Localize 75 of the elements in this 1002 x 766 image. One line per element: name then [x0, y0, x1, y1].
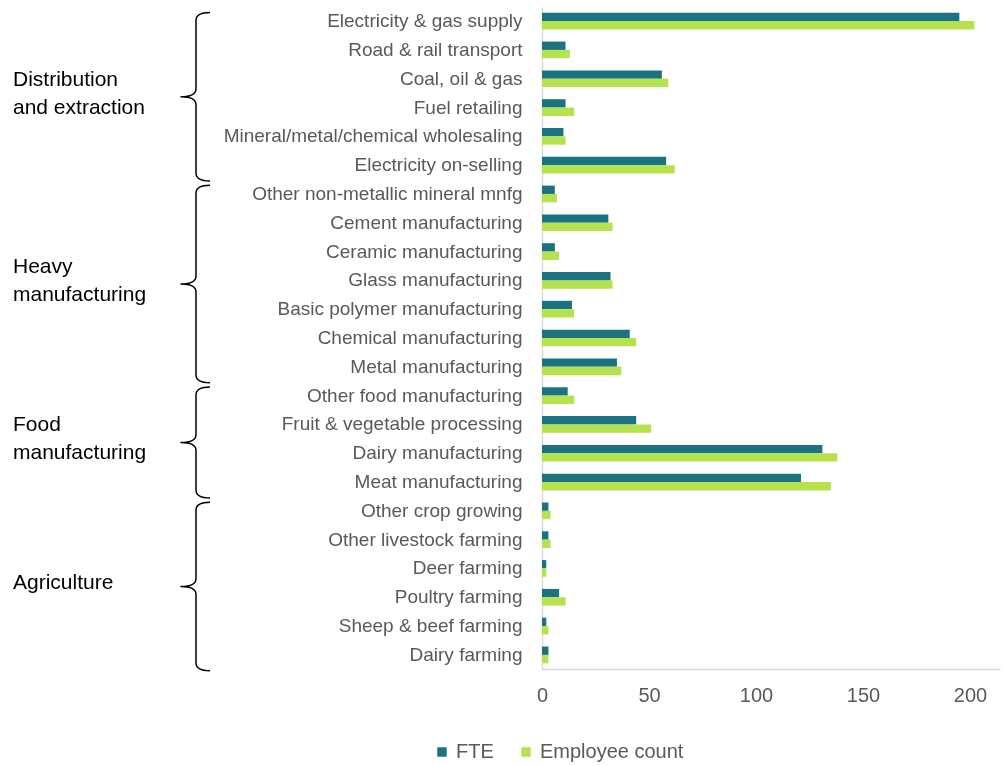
bar	[542, 12, 960, 22]
y-tick-label: Sheep & beef farming	[338, 615, 523, 637]
y-tick-label: Electricity & gas supply	[327, 10, 523, 32]
bar	[542, 568, 547, 577]
y-tick-label: Ceramic manufacturing	[326, 240, 523, 262]
x-tick-label: 50	[638, 683, 661, 706]
bar	[542, 539, 551, 549]
y-tick-label: Fuel retailing	[413, 96, 523, 118]
bar	[542, 309, 575, 318]
bar	[542, 395, 575, 404]
y-tick-label: Cement manufacturing	[330, 211, 523, 233]
x-tick-label: 0	[536, 683, 549, 706]
bar	[542, 49, 570, 59]
bar	[542, 424, 652, 433]
text: Heavy manufacturing	[13, 253, 147, 305]
bar	[542, 300, 572, 310]
bar	[542, 502, 549, 511]
y-tick-label: Chemical manufacturing	[317, 327, 523, 348]
y-tick-label: Other livestock farming	[328, 528, 523, 550]
bar	[542, 597, 566, 606]
bar	[542, 387, 568, 396]
y-tick-label: Dairy manufacturing	[352, 442, 523, 464]
bar	[542, 107, 575, 116]
bar	[542, 156, 667, 166]
text: Distribution and extraction	[13, 66, 145, 118]
bar	[542, 482, 831, 491]
bar	[542, 473, 801, 483]
bar	[542, 280, 613, 289]
y-tick-label: Fruit & vegetable processing	[281, 413, 523, 435]
text: Agriculture	[13, 570, 114, 594]
bar	[542, 185, 555, 194]
y-tick-label: Mineral/metal/chemical wholesaling	[223, 125, 523, 147]
y-tick-label: Meat manufacturing	[354, 471, 523, 493]
y-tick-label: Basic polymer manufacturing	[277, 298, 523, 320]
y-tick-label: Other non-metallic mineral mnfg	[252, 182, 523, 204]
y-tick-label: Other crop growing	[360, 499, 523, 521]
y-tick-label: Poultry farming	[394, 586, 523, 608]
bar	[542, 193, 557, 203]
bar	[542, 99, 566, 108]
bar	[542, 214, 609, 223]
bar	[542, 358, 617, 367]
x-tick-label: 150	[846, 683, 881, 706]
bar	[542, 416, 637, 425]
legend-label: Employee count	[540, 740, 684, 762]
y-tick-label: Metal manufacturing	[350, 355, 523, 377]
text: Food manufacturing	[13, 412, 147, 464]
bar	[542, 510, 551, 520]
bar	[542, 78, 669, 88]
bar	[542, 165, 675, 174]
y-tick-label: Dairy farming	[409, 643, 523, 665]
y-tick-label: Other food manufacturing	[307, 384, 523, 406]
bar	[542, 366, 622, 376]
bar	[542, 329, 630, 338]
y-tick-label: Electricity on-selling	[354, 154, 523, 176]
bar	[542, 338, 637, 347]
x-tick-label: 100	[739, 683, 774, 706]
bar	[542, 127, 564, 137]
bar	[542, 222, 613, 232]
y-tick-label: Glass manufacturing	[348, 269, 523, 291]
y-tick-label: Coal, oil & gas	[399, 67, 523, 89]
bar	[542, 70, 662, 79]
bar	[542, 272, 611, 281]
x-tick-label: 200	[953, 683, 988, 706]
bar	[542, 588, 560, 598]
y-tick-label: Road & rail transport	[348, 38, 524, 60]
bar	[542, 21, 975, 30]
legend-label: FTE	[456, 740, 494, 762]
bar	[542, 41, 566, 50]
bar	[542, 136, 566, 145]
bar	[542, 531, 549, 540]
bar	[542, 243, 555, 252]
bar	[542, 251, 560, 260]
bar	[542, 444, 823, 454]
bar	[542, 453, 838, 462]
y-tick-label: Deer farming	[412, 557, 523, 579]
